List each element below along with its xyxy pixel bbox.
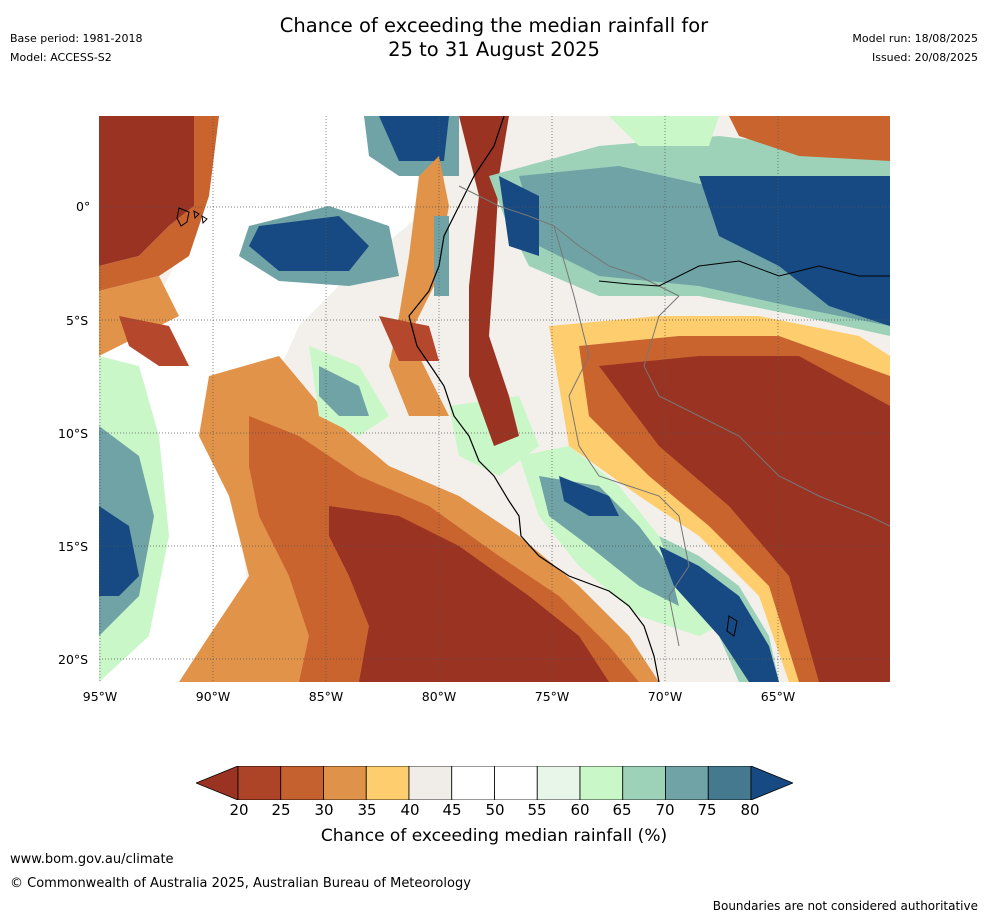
colorbar-swatch [323, 766, 367, 800]
colorbar-tick: 75 [697, 801, 717, 819]
colorbar-swatch [707, 766, 752, 800]
map-svg [99, 116, 890, 682]
region-blue-n [499, 176, 539, 256]
colorbar-tick: 55 [527, 801, 547, 819]
region-blue-west [99, 506, 139, 596]
colorbar [196, 766, 793, 800]
colorbar-label: Chance of exceeding median rainfall (%) [320, 826, 668, 846]
colorbar-tick: 65 [612, 801, 632, 819]
colorbar-tick: 20 [229, 801, 249, 819]
lat-label-5s: 5°S [66, 313, 89, 328]
colorbar-swatch [451, 766, 495, 800]
country-borders [458, 185, 890, 647]
lon-label-65w: 65°W [760, 689, 796, 704]
lat-label-15s: 15°S [58, 539, 89, 554]
colorbar-swatch [237, 766, 282, 800]
lon-label-90w: 90°W [195, 689, 231, 704]
colorbar-swatch [665, 766, 709, 800]
lon-label-75w: 75°W [534, 689, 570, 704]
lat-label-0: 0° [76, 199, 91, 214]
colorbar-swatch [280, 766, 324, 800]
colorbar-arrow-low [196, 766, 239, 800]
region-blue-south-2 [659, 546, 779, 682]
region-teal-offshore-1 [319, 366, 369, 416]
footer-url[interactable]: www.bom.gov.au/climate [10, 852, 174, 867]
model-run-text: Model run: 18/08/2025 [852, 32, 978, 45]
colorbar-swatch [536, 766, 581, 800]
region-teal-coastal [434, 216, 449, 296]
amazon-river [598, 260, 890, 287]
galapagos-islands [176, 207, 208, 227]
colorbar-tick: 50 [485, 801, 505, 819]
footer-copyright: © Commonwealth of Australia 2025, Austra… [10, 876, 471, 891]
colorbar-tick: 35 [357, 801, 377, 819]
map-title: Chance of exceeding the median rainfall … [0, 14, 988, 62]
lon-label-80w: 80°W [421, 689, 457, 704]
base-period-text: Base period: 1981-2018 [10, 32, 143, 45]
title-line-2: 25 to 31 August 2025 [388, 38, 600, 61]
region-blue-north [379, 116, 449, 161]
region-orange-nw [99, 116, 219, 291]
region-teal-south [539, 476, 679, 606]
lake-titicaca [726, 615, 738, 637]
issued-text: Issued: 20/08/2025 [871, 51, 978, 64]
region-green-north [609, 116, 719, 146]
lat-label-10s: 10°S [58, 426, 89, 441]
coastline [408, 116, 660, 682]
colorbar-tick: 25 [271, 801, 291, 819]
colorbar-swatch [365, 766, 410, 800]
colorbar-swatch [579, 766, 624, 800]
colorbar-tick: 45 [442, 801, 462, 819]
colorbar-tick: 70 [655, 801, 675, 819]
lat-label-20s: 20°S [58, 652, 89, 667]
lon-label-95w: 95°W [82, 689, 118, 704]
colorbar-tick: 80 [740, 801, 760, 819]
lon-label-85w: 85°W [308, 689, 344, 704]
region-lightorange-nw [99, 276, 179, 356]
region-blue-central [249, 216, 369, 271]
lon-label-70w: 70°W [647, 689, 683, 704]
colorbar-arrow-high [750, 766, 793, 800]
region-orange-ne-top [729, 116, 890, 161]
colorbar-swatch [494, 766, 538, 800]
colorbar-swatch [408, 766, 453, 800]
colorbar-tick: 30 [314, 801, 334, 819]
rainfall-map [99, 116, 890, 682]
model-text: Model: ACCESS-S2 [10, 51, 112, 64]
colorbar-tick: 60 [570, 801, 590, 819]
title-line-1: Chance of exceeding the median rainfall … [279, 14, 709, 37]
colorbar-swatch [622, 766, 666, 800]
footer-disclaimer: Boundaries are not considered authoritat… [712, 899, 978, 913]
region-brown-nw [99, 116, 209, 266]
region-blue-south-1 [559, 476, 619, 516]
region-brown-se [599, 356, 890, 682]
region-brown-w [119, 316, 189, 366]
colorbar-tick: 40 [400, 801, 420, 819]
region-brown-south [329, 506, 609, 682]
region-blue-ne [699, 176, 890, 326]
region-brown-andes [459, 116, 519, 446]
region-brown-coastal [379, 316, 439, 361]
